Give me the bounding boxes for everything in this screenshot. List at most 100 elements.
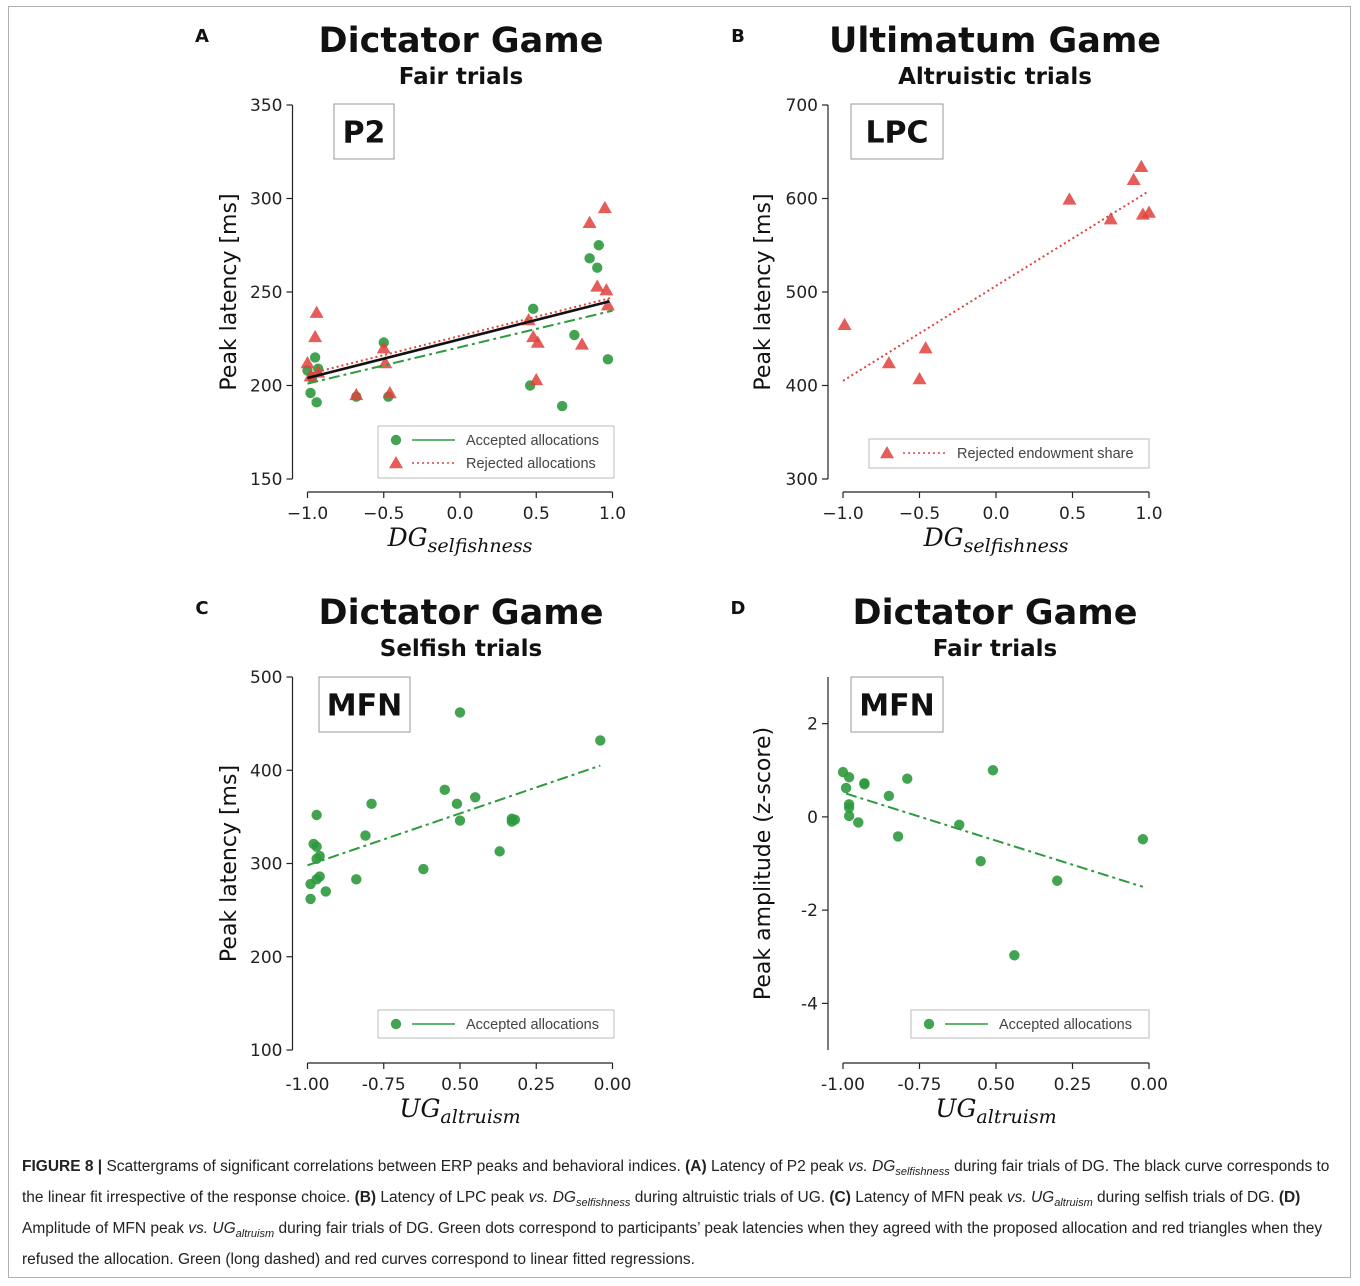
data-point — [305, 387, 316, 399]
data-point — [470, 792, 481, 803]
data-point — [1052, 875, 1063, 886]
x-tick-label: −0.5 — [363, 504, 404, 524]
caption-text: vs. UG — [1006, 1189, 1055, 1207]
data-point — [528, 303, 539, 315]
data-point — [912, 371, 927, 385]
caption-text: selfishness — [575, 1197, 631, 1210]
caption-text: vs. UG — [188, 1220, 236, 1238]
data-point — [1009, 950, 1020, 961]
legend-box — [377, 425, 615, 479]
x-tick-label: −0.5 — [899, 504, 940, 524]
caption-text: during fair trials of DG. Green dots cor… — [22, 1220, 1323, 1269]
caption-text: altruism — [1054, 1197, 1093, 1210]
chart-panel-c: 100 200 300 400 500 -1.00 -0.75 0.50 0.25 0.00 Dic… — [195, 593, 631, 1128]
y-axis-label: Peak latency [ms] — [217, 765, 242, 962]
y-tick-label: 150 — [250, 470, 282, 490]
y-tick-label: 2 — [807, 715, 818, 735]
data-point — [1134, 159, 1149, 172]
x-tick-label: 0.25 — [1054, 1075, 1092, 1095]
y-tick-label: 300 — [250, 190, 282, 210]
y-axis-label: Peak latency [ms] — [217, 193, 242, 390]
caption-text: Latency of P2 peak — [706, 1158, 848, 1175]
y-tick-label: 400 — [250, 761, 282, 781]
caption-text: vs. DG — [528, 1189, 576, 1207]
chart-subtitle: Altruistic trials — [898, 64, 1092, 90]
data-point — [308, 329, 323, 343]
fit-line — [307, 309, 613, 385]
x-tick-label: −1.0 — [822, 504, 863, 524]
legend-label: Accepted allocations — [466, 433, 599, 449]
y-tick-label: 700 — [786, 96, 818, 116]
x-tick-label: 0.00 — [594, 1075, 632, 1095]
caption-text: during selfish trials of DG. — [1092, 1189, 1279, 1207]
data-point — [494, 846, 505, 857]
data-point — [309, 352, 321, 363]
chart-panel-a: 150 200 250 300 350 −1.0 −0.5 0.0 0.5 1.0 Dictator… — [195, 21, 626, 557]
chart-subtitle: Fair trials — [933, 636, 1057, 662]
x-tick-label: -0.75 — [362, 1075, 406, 1095]
component-box — [850, 676, 944, 733]
caption-label: FIGURE 8 | — [22, 1158, 103, 1175]
data-point — [595, 735, 606, 746]
data-point — [853, 817, 864, 828]
x-tick-label: -0.75 — [898, 1075, 942, 1095]
data-point — [311, 809, 322, 821]
panel-letter: B — [731, 26, 745, 47]
legend-marker — [389, 456, 403, 469]
data-point — [509, 814, 521, 825]
caption-text: (A) — [685, 1158, 707, 1175]
legend-label: Rejected allocations — [466, 456, 596, 472]
legend-marker — [390, 1018, 402, 1030]
y-tick-label: 100 — [250, 1041, 282, 1061]
x-tick-label: −1.0 — [287, 504, 328, 524]
x-tick-label: 1.0 — [1135, 504, 1162, 524]
y-tick-label: 300 — [250, 855, 282, 875]
chart-panel-b: 300 400 500 600 700 −1.0 −0.5 0.0 0.5 1.0 Ultimatu… — [731, 21, 1162, 557]
data-point — [311, 397, 322, 408]
figure-svg: 150 200 250 300 350 −1.0 −0.5 0.0 0.5 1.0 Dictator… — [195, 21, 1168, 1128]
data-point — [592, 262, 603, 273]
data-point — [454, 707, 466, 718]
x-tick-label: 0.50 — [441, 1075, 479, 1095]
figure-frame — [8, 6, 1351, 1278]
x-axis-label: UGaltruism — [935, 1094, 1056, 1128]
series-0 — [837, 159, 1156, 385]
x-tick-label: 0.00 — [1130, 1075, 1168, 1095]
data-point — [599, 283, 614, 296]
data-point — [892, 831, 904, 842]
panel-letter: A — [195, 26, 209, 47]
data-point — [360, 830, 371, 841]
data-point — [439, 784, 450, 796]
data-point — [918, 341, 933, 354]
data-point — [1142, 205, 1156, 218]
data-point — [582, 215, 597, 229]
data-point — [556, 400, 568, 412]
legend-label: Rejected endowment share — [957, 446, 1134, 462]
data-point — [349, 387, 364, 401]
chart-subtitle: Fair trials — [399, 64, 523, 90]
data-point — [530, 335, 545, 348]
data-point — [987, 765, 999, 776]
x-tick-label: 0.5 — [523, 504, 550, 524]
panel-letter: C — [195, 598, 208, 619]
x-tick-label: 1.0 — [599, 504, 626, 524]
x-tick-label: 0.50 — [977, 1075, 1015, 1095]
figure-caption: FIGURE 8 | Scattergrams of significant c… — [22, 1154, 1340, 1272]
fit-line — [845, 792, 1144, 888]
caption-text: Scattergrams of significant correlations… — [102, 1158, 686, 1175]
data-point — [305, 893, 316, 905]
y-tick-label: 200 — [250, 948, 282, 968]
component-label: MFN — [327, 689, 402, 724]
x-axis-label: DGselfishness — [923, 523, 1069, 557]
y-axis-label: Peak amplitude (z-score) — [751, 727, 776, 1000]
x-axis-label: UGaltruism — [399, 1094, 520, 1128]
component-label: LPC — [865, 116, 928, 151]
data-point — [451, 798, 463, 810]
data-point — [837, 317, 852, 330]
data-point — [300, 356, 315, 369]
legend-label: Accepted allocations — [999, 1017, 1132, 1033]
data-point — [600, 298, 615, 311]
x-tick-label: -1.00 — [821, 1075, 865, 1095]
fit-line — [307, 296, 613, 376]
data-point — [314, 871, 325, 882]
